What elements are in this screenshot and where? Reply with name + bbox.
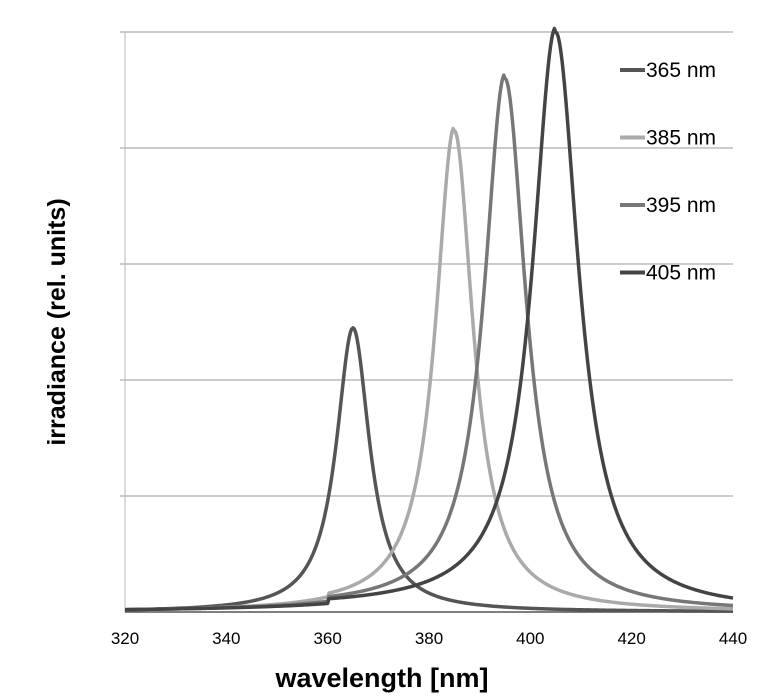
x-tick-label: 320 <box>111 629 139 648</box>
x-tick-labels: 320 340 360 380 400 420 440 <box>111 629 747 648</box>
x-tick-label: 360 <box>313 629 341 648</box>
series-line <box>124 326 734 613</box>
x-tick-label: 440 <box>719 629 747 648</box>
legend-label: 395 nm <box>646 194 716 217</box>
x-tick-label: 380 <box>415 629 443 648</box>
x-tick-label: 420 <box>617 629 645 648</box>
legend-label: 365 nm <box>646 59 716 82</box>
x-tick-label: 340 <box>212 629 240 648</box>
series-line <box>124 73 734 612</box>
x-tick-label: 400 <box>516 629 544 648</box>
legend-label: 405 nm <box>646 262 716 285</box>
legend: 365 nm 385 nm 395 nm 405 nm <box>620 59 716 285</box>
series-lines <box>124 26 734 613</box>
series-line <box>124 26 734 612</box>
legend-label: 385 nm <box>646 127 716 150</box>
x-axis-title: wavelength [nm] <box>274 663 488 693</box>
series-line <box>124 126 734 612</box>
y-axis-title: irradiance (rel. units) <box>43 198 71 445</box>
